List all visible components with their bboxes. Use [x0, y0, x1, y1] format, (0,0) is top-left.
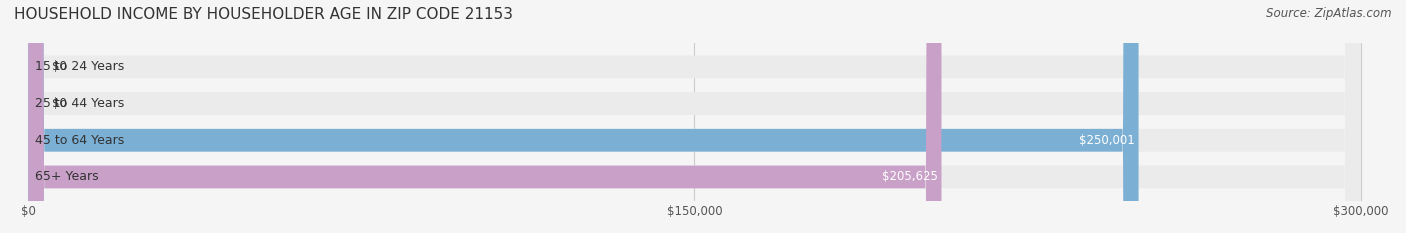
- Text: $250,001: $250,001: [1078, 134, 1135, 147]
- Text: 45 to 64 Years: 45 to 64 Years: [35, 134, 124, 147]
- Text: $205,625: $205,625: [882, 171, 938, 183]
- FancyBboxPatch shape: [28, 0, 1139, 233]
- FancyBboxPatch shape: [28, 0, 1361, 233]
- FancyBboxPatch shape: [28, 0, 1361, 233]
- Text: $0: $0: [52, 60, 67, 73]
- Text: 65+ Years: 65+ Years: [35, 171, 98, 183]
- FancyBboxPatch shape: [28, 0, 942, 233]
- Text: 15 to 24 Years: 15 to 24 Years: [35, 60, 124, 73]
- FancyBboxPatch shape: [28, 0, 1361, 233]
- Text: Source: ZipAtlas.com: Source: ZipAtlas.com: [1267, 7, 1392, 20]
- Text: 25 to 44 Years: 25 to 44 Years: [35, 97, 124, 110]
- Text: HOUSEHOLD INCOME BY HOUSEHOLDER AGE IN ZIP CODE 21153: HOUSEHOLD INCOME BY HOUSEHOLDER AGE IN Z…: [14, 7, 513, 22]
- Text: $0: $0: [52, 97, 67, 110]
- FancyBboxPatch shape: [28, 0, 1361, 233]
